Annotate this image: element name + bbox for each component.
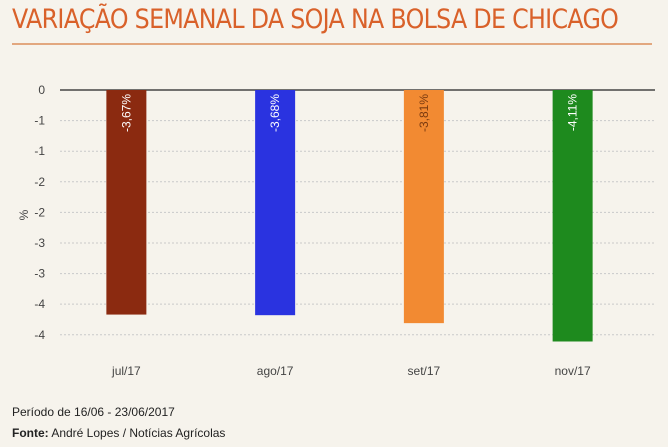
chart-title: VARIAÇÃO SEMANAL DA SOJA NA BOLSA DE CHI… bbox=[12, 4, 619, 35]
y-tick-label: -2 bbox=[34, 175, 45, 189]
bar-data-label: -3,67% bbox=[119, 94, 133, 132]
bar bbox=[403, 90, 444, 324]
period-note: Período de 16/06 - 23/06/2017 bbox=[12, 405, 175, 419]
x-tick-label: ago/17 bbox=[257, 364, 294, 378]
y-tick-label: -3 bbox=[34, 267, 45, 281]
bar-data-label: -4,11% bbox=[566, 94, 580, 131]
bar bbox=[255, 90, 296, 316]
y-tick-label: 0 bbox=[38, 83, 45, 97]
y-tick-label: -3 bbox=[34, 236, 45, 250]
y-tick-label: -1 bbox=[34, 114, 45, 128]
y-tick-label: -4 bbox=[34, 297, 45, 311]
bar-chart: 0 -1 -1 -2 -2 -3 -3 -4 -4% -3,67% jul/17 -3,68% ago/… bbox=[17, 83, 655, 378]
x-tick-label: set/17 bbox=[408, 364, 441, 378]
y-tick-label: -4 bbox=[34, 328, 45, 342]
source-value: André Lopes / Notícias Agrícolas bbox=[51, 426, 226, 440]
bar bbox=[552, 90, 593, 342]
y-tick-label: -2 bbox=[34, 205, 45, 219]
title-divider bbox=[12, 43, 652, 45]
source-label: Fonte: bbox=[12, 426, 49, 440]
bar-data-label: -3,68% bbox=[268, 94, 282, 132]
bar bbox=[106, 90, 147, 315]
source-note: Fonte: André Lopes / Notícias Agrícolas bbox=[12, 426, 225, 440]
y-tick-label: -1 bbox=[34, 144, 45, 158]
y-axis-label: % bbox=[17, 209, 31, 220]
chart-area: 0 -1 -1 -2 -2 -3 -3 -4 -4% -3,67% jul/17 -3,68% ago/… bbox=[0, 55, 668, 385]
x-tick-label: nov/17 bbox=[555, 364, 591, 378]
x-tick-label: jul/17 bbox=[111, 364, 141, 378]
bar-data-label: -3,81% bbox=[417, 94, 431, 132]
